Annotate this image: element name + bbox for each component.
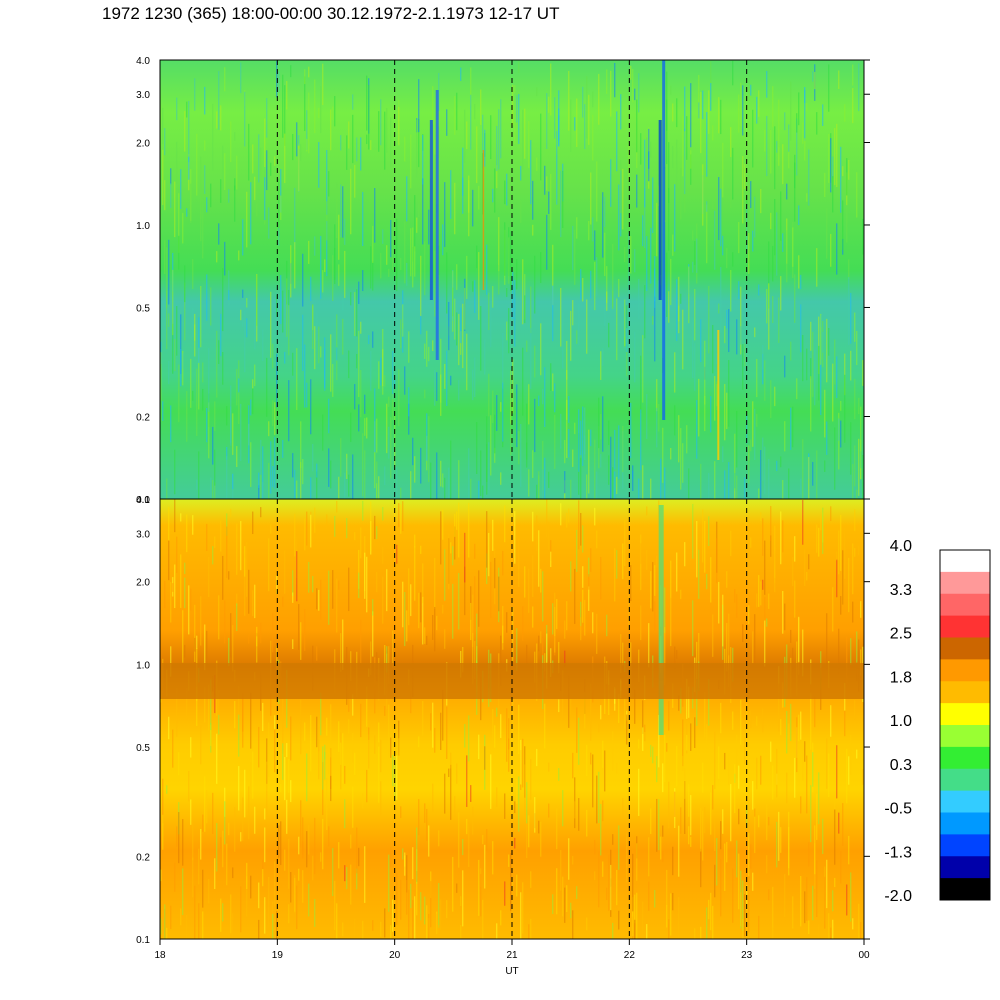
y-tick-label: 3.0: [136, 90, 150, 101]
y-tick-label: 0.5: [136, 303, 150, 314]
colorbar-swatch: [940, 768, 990, 792]
colorbar-swatch: [940, 746, 990, 770]
colorbar-swatch: [940, 703, 990, 726]
colorbar-label: 2.5: [890, 626, 912, 643]
x-axis-title: UT: [505, 966, 518, 977]
colorbar-label: -0.5: [884, 801, 912, 818]
colorbar-swatch: [940, 593, 990, 617]
colorbar-swatch: [940, 659, 990, 682]
y-tick-label: 4.0: [136, 56, 150, 67]
colorbar-label: 4.0: [890, 538, 912, 555]
colorbar-swatch: [940, 812, 990, 835]
colorbar-label: 0.3: [890, 757, 912, 774]
y-tick-label: 3.0: [136, 529, 150, 540]
x-tick-label: 21: [506, 950, 518, 961]
colorbar-swatch: [940, 550, 990, 573]
x-tick-label: 18: [154, 950, 166, 961]
colorbar-swatch: [940, 681, 990, 704]
axes: 0.10.20.51.02.03.04.00.10.20.51.02.03.04…: [136, 56, 870, 961]
x-tick-label: 00: [858, 950, 870, 961]
x-tick-label: 22: [624, 950, 636, 961]
colorbar-swatch: [940, 878, 990, 901]
colorbar-frame: [939, 549, 991, 901]
y-tick-label: 2.0: [136, 578, 150, 589]
colorbar-label: -2.0: [884, 888, 912, 905]
colorbar-swatch: [940, 637, 990, 660]
colorbar-swatch: [940, 790, 990, 813]
top-panel-streaks: [160, 60, 864, 499]
colorbar-label: -1.3: [884, 844, 912, 861]
y-tick-label: 4.0: [136, 495, 150, 506]
colorbar-label: 1.8: [890, 669, 912, 686]
colorbar-swatch: [940, 725, 990, 748]
y-tick-label: 1.0: [136, 221, 150, 232]
y-tick-label: 0.2: [136, 413, 150, 424]
y-tick-label: 0.2: [136, 852, 150, 863]
x-tick-label: 19: [272, 950, 284, 961]
colorbar-label: 3.3: [890, 582, 912, 599]
colorbar-swatch: [940, 615, 990, 638]
colorbar: 4.0 3.3 2.5 1.8 1.0 0.3 -0.5 -1.3 -2.0: [884, 538, 991, 905]
y-tick-label: 0.5: [136, 743, 150, 754]
y-tick-label: 2.0: [136, 138, 150, 149]
colorbar-swatch: [940, 571, 990, 595]
y-tick-label: 1.0: [136, 660, 150, 671]
y-tick-label: 0.1: [136, 495, 150, 506]
figure-title: 1972 1230 (365) 18:00-00:00 30.12.1972-2…: [102, 4, 560, 23]
colorbar-swatch: [940, 856, 990, 879]
colorbar-label: 1.0: [890, 713, 912, 730]
x-tick-label: 20: [389, 950, 401, 961]
dashed-hour-lines: [276, 60, 748, 939]
y-tick-label: 0.1: [136, 935, 150, 946]
x-tick-label: 23: [741, 950, 753, 961]
colorbar-swatch: [940, 834, 990, 857]
